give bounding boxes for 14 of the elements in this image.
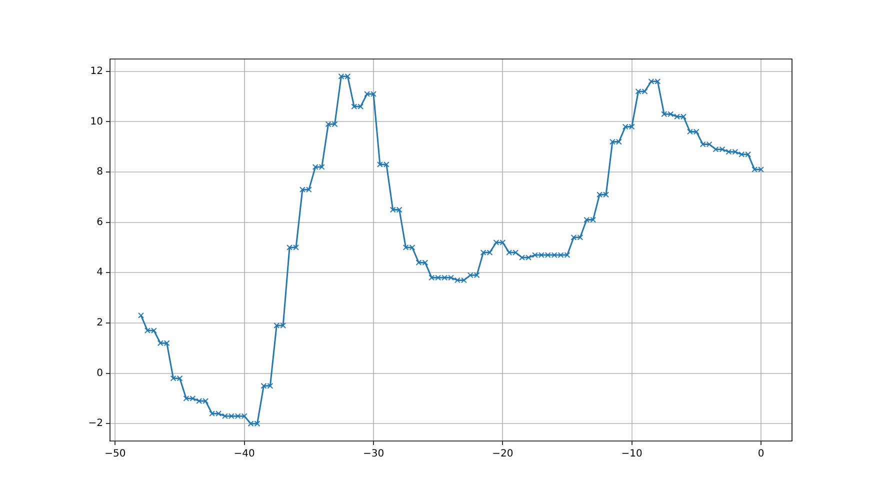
- y-tick-label: 10: [90, 116, 103, 128]
- y-tick-label: 12: [90, 66, 103, 77]
- x-tick-label: −10: [621, 448, 642, 460]
- x-tick-label: −40: [234, 448, 255, 460]
- x-tick-label: −30: [362, 448, 384, 460]
- x-tick-label: −50: [104, 448, 126, 460]
- y-tick-label: −2: [88, 418, 103, 430]
- y-tick-label: 8: [96, 166, 103, 178]
- y-tick-label: 6: [96, 216, 103, 228]
- x-tick-label: −20: [492, 448, 514, 460]
- x-tick-label: 0: [758, 448, 764, 460]
- y-tick-label: 2: [96, 318, 103, 329]
- y-tick-label: 4: [96, 267, 103, 278]
- y-tick-label: 0: [96, 368, 103, 379]
